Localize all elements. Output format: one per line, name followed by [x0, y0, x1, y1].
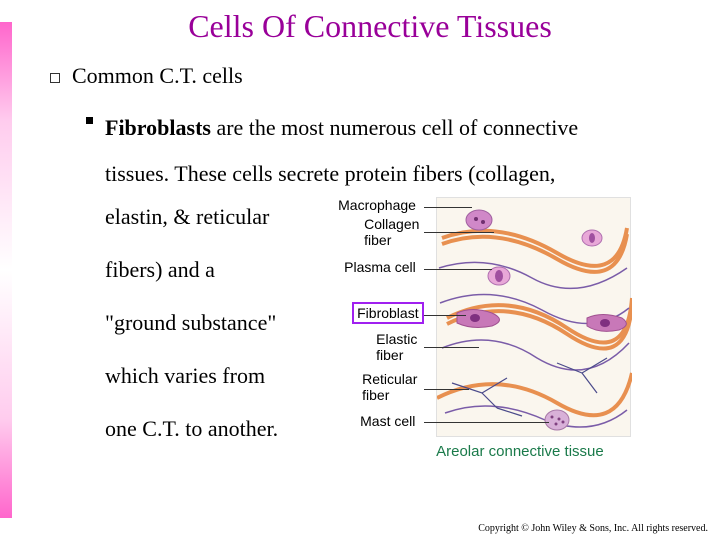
left-text-column: elastin, & reticular fibers) and a "grou… — [105, 191, 278, 455]
label-fibroblast-highlighted: Fibroblast — [352, 302, 423, 324]
label-macrophage: Macrophage — [338, 197, 416, 213]
content-row: elastin, & reticular fibers) and a "grou… — [105, 191, 690, 467]
label-elastic: Elasticfiber — [376, 332, 417, 363]
bullet-level-1: Common C.T. cells — [50, 63, 690, 89]
tissue-svg — [437, 198, 632, 438]
square-bullet-icon — [50, 73, 60, 83]
label-plasma: Plasma cell — [344, 259, 416, 275]
leader-fibroblast — [424, 315, 466, 316]
line-elastin: elastin, & reticular — [105, 204, 269, 229]
bullet-text: Common C.T. cells — [72, 63, 243, 89]
label-collagen: Collagenfiber — [364, 217, 419, 248]
slide-title: Cells Of Connective Tissues — [50, 8, 690, 45]
body-fragment-1: are the most numerous cell of connective — [211, 115, 578, 140]
body-paragraph: Fibroblasts are the most numerous cell o… — [105, 105, 578, 197]
diagram-background — [436, 197, 631, 437]
tissue-diagram: Macrophage Collagenfiber Plasma cell Fib… — [296, 197, 636, 467]
leader-mast — [424, 422, 549, 423]
line-another: one C.T. to another. — [105, 416, 278, 441]
leader-collagen — [424, 232, 494, 233]
leader-plasma — [424, 269, 492, 270]
bold-term: Fibroblasts — [105, 115, 211, 140]
copyright-notice: Copyright © John Wiley & Sons, Inc. All … — [478, 523, 708, 534]
label-reticular: Reticularfiber — [362, 372, 417, 403]
diagram-caption: Areolar connective tissue — [436, 443, 604, 460]
slide-content: Cells Of Connective Tissues Common C.T. … — [0, 0, 720, 467]
line-fibers: fibers) and a — [105, 257, 215, 282]
line-ground: "ground substance" — [105, 310, 276, 335]
leader-elastic — [424, 347, 479, 348]
leader-reticular — [424, 389, 469, 390]
body-fragment-2: tissues. These cells secrete protein fib… — [105, 161, 555, 186]
line-varies: which varies from — [105, 363, 265, 388]
label-mast: Mast cell — [360, 413, 415, 429]
leader-macrophage — [424, 207, 472, 208]
filled-square-bullet-icon — [86, 117, 93, 124]
bullet-level-2: Fibroblasts are the most numerous cell o… — [86, 105, 690, 197]
side-gradient — [0, 22, 12, 518]
